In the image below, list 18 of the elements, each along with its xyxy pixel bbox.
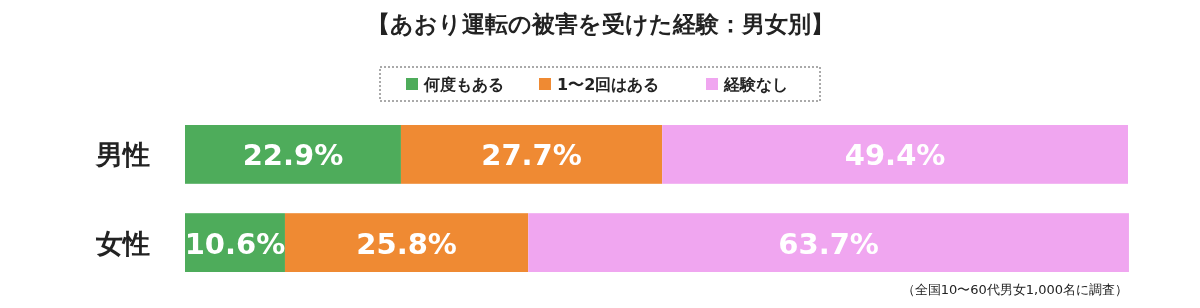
bar xyxy=(284,213,529,272)
y-tick-label: 女性 xyxy=(95,227,150,259)
bar xyxy=(662,125,1128,184)
data-label: 27.7% xyxy=(481,138,582,173)
bar xyxy=(400,125,663,184)
annotation: （全国10〜60代男女1,000名に調査） xyxy=(901,282,1128,297)
bar xyxy=(528,213,1129,272)
legend-label: 何度もある xyxy=(423,75,504,94)
data-label: 25.8% xyxy=(356,226,457,261)
bar xyxy=(185,125,401,184)
y-tick-label: 男性 xyxy=(95,139,150,171)
data-label: 63.7% xyxy=(778,226,879,261)
data-label: 22.9% xyxy=(242,138,344,173)
legend-label: 経験なし xyxy=(723,75,788,94)
legend-label: 1〜2回はある xyxy=(557,75,660,94)
chart-title: 【あおり運転の被害を受けた経験：男女別】 xyxy=(366,11,834,37)
data-label: 49.4% xyxy=(844,138,946,173)
data-label: 10.6% xyxy=(184,226,286,261)
